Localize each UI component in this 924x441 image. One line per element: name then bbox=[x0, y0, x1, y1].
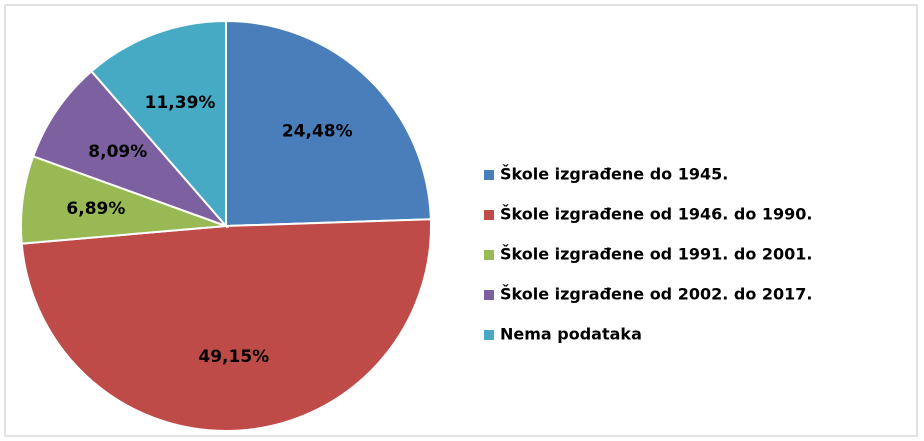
data-label: 24,48% bbox=[282, 122, 353, 142]
data-label: 11,39% bbox=[145, 93, 216, 113]
data-label: 6,89% bbox=[66, 199, 125, 219]
legend-label: Škole izgrađene od 1991. do 2001. bbox=[500, 245, 813, 264]
legend-swatch bbox=[484, 170, 494, 180]
legend-label: Nema podataka bbox=[500, 325, 642, 344]
legend-swatch bbox=[484, 290, 494, 300]
pie-slice bbox=[90, 19, 227, 229]
legend-label: Škole izgrađene do 1945. bbox=[500, 165, 728, 184]
legend-label: Škole izgrađene od 1946. do 1990. bbox=[500, 205, 813, 224]
legend-swatch bbox=[484, 250, 494, 260]
pie-slice bbox=[225, 19, 432, 228]
legend-swatch bbox=[484, 210, 494, 220]
data-label: 8,09% bbox=[88, 142, 147, 162]
data-label: 49,15% bbox=[198, 347, 269, 367]
pie-slice bbox=[31, 69, 230, 229]
pie-slice bbox=[20, 218, 432, 433]
legend-swatch bbox=[484, 330, 494, 340]
legend-label: Škole izgrađene od 2002. do 2017. bbox=[500, 285, 813, 304]
